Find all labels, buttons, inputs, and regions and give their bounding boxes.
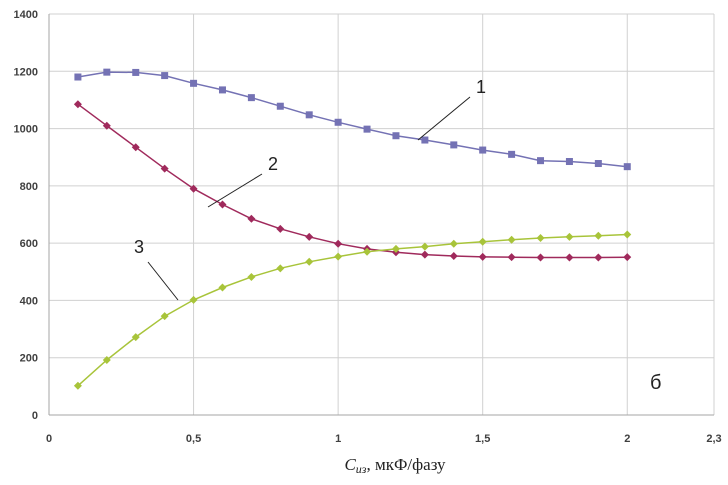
y-tick-label: 800 <box>20 181 38 193</box>
series-3-marker <box>507 235 516 244</box>
series-2-marker <box>478 252 487 261</box>
series-2-marker <box>247 214 256 223</box>
series-1-marker <box>161 72 169 80</box>
series-group <box>73 68 632 390</box>
y-tick-label: 1000 <box>14 124 38 136</box>
series-2-marker <box>420 250 429 259</box>
series-1-marker <box>392 132 400 140</box>
series-3-marker <box>449 239 458 248</box>
series-3-marker <box>276 264 285 273</box>
y-tick-label: 200 <box>20 353 38 365</box>
x-tick-label: 0 <box>46 433 52 445</box>
y-tick-label: 0 <box>32 410 38 422</box>
series-3-marker <box>102 356 111 365</box>
series-3-marker <box>420 242 429 251</box>
series-2-marker <box>565 253 574 262</box>
series-1-marker <box>132 68 140 76</box>
callout-label-2: 2 <box>268 154 278 174</box>
series-3-marker <box>363 247 372 256</box>
series-3-marker <box>73 381 82 390</box>
callout-leader-3 <box>147 261 179 301</box>
x-axis-label-subscript: из <box>356 462 367 476</box>
series-2-marker <box>276 224 285 233</box>
x-axis-tick-labels: 0 0,5 1 1,5 2 2,3 <box>46 433 722 445</box>
series-2-marker <box>334 239 343 248</box>
callout-label-1: 1 <box>476 77 486 97</box>
series-callouts: 1 2 3 <box>134 77 486 301</box>
series-1-marker <box>247 94 255 102</box>
series-3-marker <box>478 237 487 246</box>
x-axis-label: Cиз, мкФ/фазу <box>344 455 446 476</box>
x-tick-label: 1 <box>335 433 341 445</box>
series-1-marker <box>565 158 573 166</box>
series-1-marker <box>190 79 198 87</box>
series-3-marker <box>391 244 400 253</box>
series-1-marker <box>103 68 111 76</box>
series-1-marker <box>623 163 631 171</box>
series-3-marker <box>334 252 343 261</box>
callout-leader-2 <box>207 173 263 208</box>
callout-label-3: 3 <box>134 237 144 257</box>
series-1-marker <box>450 141 458 149</box>
series-3-marker <box>189 295 198 304</box>
series-1-marker <box>508 150 516 158</box>
series-1-marker <box>305 111 313 119</box>
series-3-marker <box>247 272 256 281</box>
series-1 <box>74 68 631 171</box>
y-tick-label: 1400 <box>14 9 38 21</box>
series-2-marker <box>594 253 603 262</box>
series-2-marker <box>189 184 198 193</box>
grid-lines <box>49 13 715 415</box>
x-tick-label: 2 <box>624 433 630 445</box>
series-2-marker <box>73 100 82 109</box>
series-3-marker <box>160 312 169 321</box>
axes <box>48 14 714 416</box>
series-2-line <box>77 103 628 259</box>
callout-leader-1 <box>417 96 471 141</box>
x-tick-label: 0,5 <box>186 433 201 445</box>
panel-label: б <box>650 372 661 394</box>
series-1-line <box>77 71 628 168</box>
y-tick-label: 400 <box>20 295 38 307</box>
series-1-marker <box>334 118 342 126</box>
series-2-marker <box>131 143 140 152</box>
series-3-marker <box>565 232 574 241</box>
series-3 <box>73 230 632 390</box>
series-2-marker <box>449 252 458 261</box>
series-3-marker <box>218 283 227 292</box>
series-3-marker <box>305 257 314 266</box>
series-1-marker <box>479 146 487 154</box>
series-2-marker <box>623 253 632 262</box>
series-1-marker <box>421 136 429 144</box>
series-3-line <box>77 233 628 387</box>
series-2-marker <box>305 232 314 241</box>
series-2-marker <box>218 200 227 209</box>
series-2-marker <box>507 253 516 262</box>
series-2-marker <box>160 164 169 173</box>
x-axis-label-symbol: C <box>344 455 356 474</box>
series-3-marker <box>536 233 545 242</box>
series-2-marker <box>536 253 545 262</box>
series-1-marker <box>74 73 82 81</box>
series-1-marker <box>276 102 284 110</box>
x-tick-label: 1,5 <box>475 433 490 445</box>
x-tick-label: 2,3 <box>706 433 721 445</box>
series-2 <box>73 100 632 262</box>
y-axis-tick-labels: 0 200 400 600 800 1000 1200 1400 <box>14 9 38 422</box>
y-tick-label: 600 <box>20 238 38 250</box>
series-1-marker <box>594 160 602 168</box>
series-1-marker <box>363 125 371 133</box>
x-axis-label-unit: , мкФ/фазу <box>366 455 446 474</box>
series-1-marker <box>537 157 545 165</box>
series-3-marker <box>594 231 603 240</box>
series-1-marker <box>218 86 226 94</box>
series-2-marker <box>102 121 111 130</box>
series-3-marker <box>623 230 632 239</box>
y-tick-label: 1200 <box>14 66 38 78</box>
series-3-marker <box>131 333 140 342</box>
